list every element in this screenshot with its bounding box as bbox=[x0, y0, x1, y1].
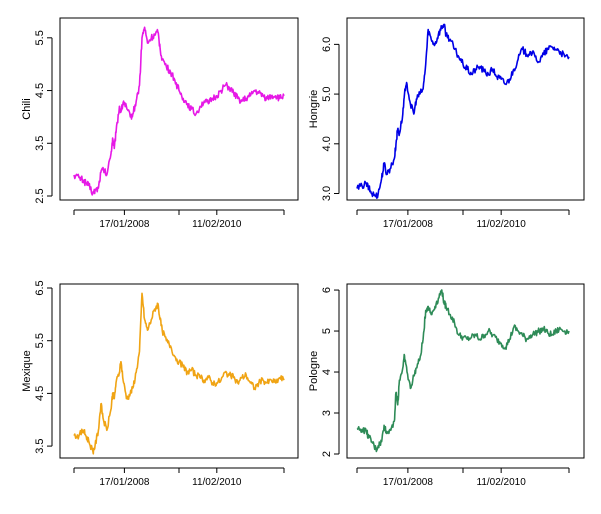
series-line-hongrie bbox=[356, 23, 570, 199]
x-tick-label: 17/01/2008 bbox=[99, 477, 149, 488]
y-axis-label: Hongrie bbox=[308, 90, 320, 129]
y-axis-label: Chili bbox=[21, 98, 33, 119]
plot-frame bbox=[59, 17, 299, 201]
x-tick-label: 11/02/2010 bbox=[192, 219, 242, 230]
y-axis-label: Pologne bbox=[308, 351, 320, 391]
y-tick-label: 3.0 bbox=[321, 186, 333, 201]
x-tick-label: 11/02/2010 bbox=[477, 219, 527, 230]
y-tick-label: 6.0 bbox=[321, 37, 333, 52]
y-tick-label: 5 bbox=[321, 328, 333, 334]
x-tick-label: 17/01/2008 bbox=[99, 219, 149, 230]
plot-frame bbox=[346, 283, 585, 459]
y-tick-label: 3.5 bbox=[34, 136, 46, 151]
y-tick-label: 5.5 bbox=[34, 30, 46, 45]
y-tick-label: 3.5 bbox=[34, 438, 46, 453]
panel-mexique: 17/01/2008 11/02/2010 3.5 4.5 5.5 6.5 Mexique bbox=[21, 280, 299, 488]
panel-hongrie: 17/01/2008 11/02/2010 3.0 4.0 5.0 6.0 Hongrie bbox=[308, 17, 585, 230]
series-line-chili bbox=[73, 26, 285, 196]
plot-frame bbox=[346, 17, 585, 201]
series-line-pologne bbox=[356, 289, 570, 453]
y-tick-label: 6 bbox=[321, 287, 333, 293]
x-tick-label: 11/02/2010 bbox=[477, 477, 527, 488]
x-tick-label: 17/01/2008 bbox=[383, 477, 433, 488]
y-tick-label: 2 bbox=[321, 451, 333, 457]
x-tick-label: 11/02/2010 bbox=[192, 477, 242, 488]
panel-pologne: 17/01/2008 11/02/2010 2 3 4 5 6 Pologne bbox=[308, 283, 585, 488]
y-tick-label: 3 bbox=[321, 410, 333, 416]
x-tick-label: 17/01/2008 bbox=[383, 219, 433, 230]
y-tick-label: 6.5 bbox=[34, 280, 46, 295]
y-axis-label: Mexique bbox=[21, 350, 33, 392]
plot-frame bbox=[59, 283, 299, 459]
y-tick-label: 2.5 bbox=[34, 188, 46, 203]
y-tick-label: 4.5 bbox=[34, 83, 46, 98]
y-tick-label: 5.0 bbox=[321, 86, 333, 101]
panel-chili: 17/01/2008 11/02/2010 2.5 3.5 4.5 5.5 Chili bbox=[21, 17, 299, 230]
y-tick-label: 4 bbox=[321, 369, 333, 375]
y-tick-label: 4.0 bbox=[321, 136, 333, 151]
y-tick-label: 4.5 bbox=[34, 386, 46, 401]
y-tick-label: 5.5 bbox=[34, 333, 46, 348]
series-line-mexique bbox=[73, 292, 285, 455]
